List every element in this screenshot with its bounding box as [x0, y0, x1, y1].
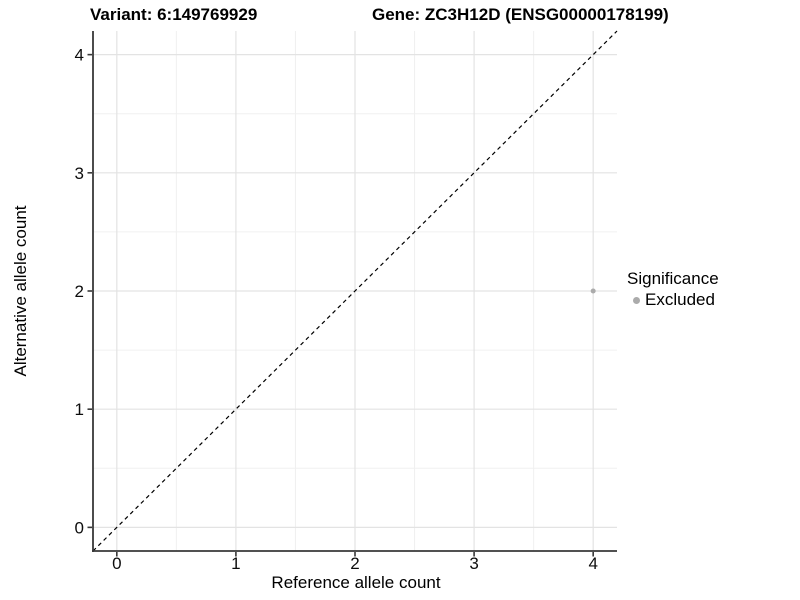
- legend-entry-label: Excluded: [645, 290, 715, 309]
- data-point-excluded: [590, 288, 596, 294]
- x-tick-label: 2: [350, 554, 359, 573]
- y-axis-title: Alternative allele count: [11, 205, 30, 377]
- y-tick-label: 0: [75, 518, 84, 537]
- variant-title: Variant: 6:149769929: [90, 5, 258, 24]
- x-tick-label: 0: [112, 554, 121, 573]
- legend-entry-excluded: Excluded: [627, 290, 719, 310]
- legend-title: Significance: [627, 269, 719, 288]
- legend-key-dot: [633, 296, 640, 304]
- x-tick-label: 4: [588, 554, 597, 573]
- y-tick-label: 3: [75, 164, 84, 183]
- y-tick-label: 4: [75, 46, 84, 65]
- legend: Significance Excluded: [627, 269, 719, 310]
- identity-dashed-line: [92, 30, 618, 552]
- y-tick-label: 2: [75, 282, 84, 301]
- x-tick-label: 3: [469, 554, 478, 573]
- y-tick-label: 1: [75, 400, 84, 419]
- x-axis-title: Reference allele count: [271, 573, 441, 592]
- x-tick-label: 1: [231, 554, 240, 573]
- gene-title: Gene: ZC3H12D (ENSG00000178199): [372, 5, 669, 24]
